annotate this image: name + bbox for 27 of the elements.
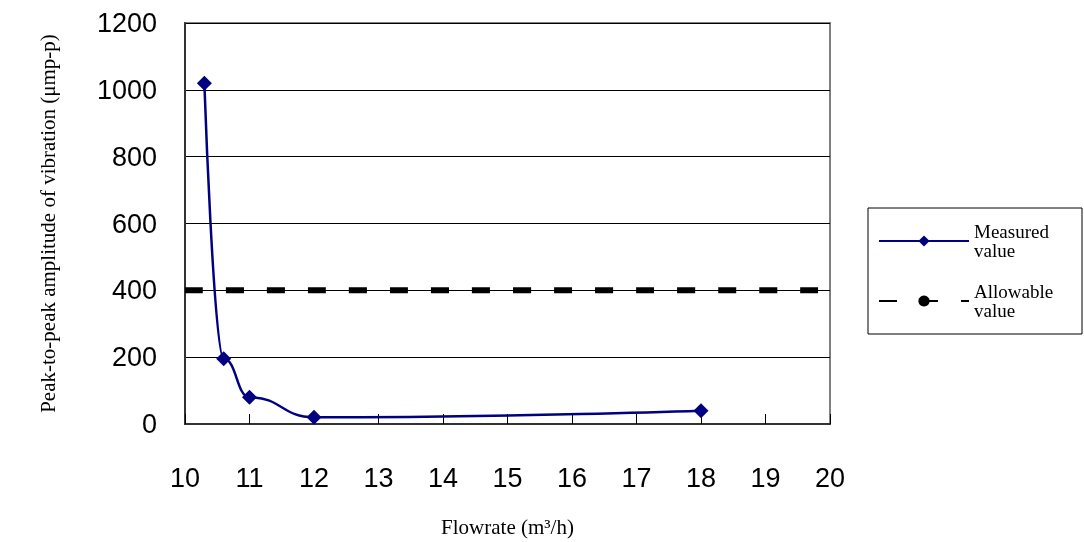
x-tick-label: 13 [363, 462, 394, 493]
x-tick-label: 16 [556, 462, 588, 493]
y-tick-label: 800 [111, 141, 157, 172]
point [306, 409, 322, 425]
x-tick-label: 19 [750, 462, 781, 493]
x-axis-title: Flowrate (m³/h) [441, 514, 574, 539]
x-tick-label: 15 [492, 462, 523, 493]
y-tick-label: 600 [111, 208, 157, 239]
y-tick-label: 400 [111, 275, 157, 306]
x-tick-label: 14 [427, 462, 459, 493]
x-tick-label: 10 [169, 462, 201, 493]
y-tick-label: 0 [141, 409, 157, 439]
x-tick-label: 20 [814, 462, 846, 493]
x-tick-label: 12 [298, 462, 330, 493]
point [196, 75, 212, 91]
x-tick-label: 17 [621, 462, 652, 493]
x-tick-label: 11 [235, 462, 264, 493]
point [693, 403, 709, 419]
y-axis-title: Peak-to-peak amplitude of vibration (μmp-p) [36, 34, 60, 413]
point [242, 389, 257, 405]
y-tick-label: 1200 [96, 8, 157, 38]
y-tick-label: 1000 [96, 74, 157, 105]
point [216, 351, 232, 367]
y-tick-label: 200 [111, 342, 157, 373]
x-tick-label: 18 [685, 462, 717, 493]
legend-label: Measured value [974, 221, 1054, 261]
legend-label: Allowable value [974, 281, 1058, 321]
